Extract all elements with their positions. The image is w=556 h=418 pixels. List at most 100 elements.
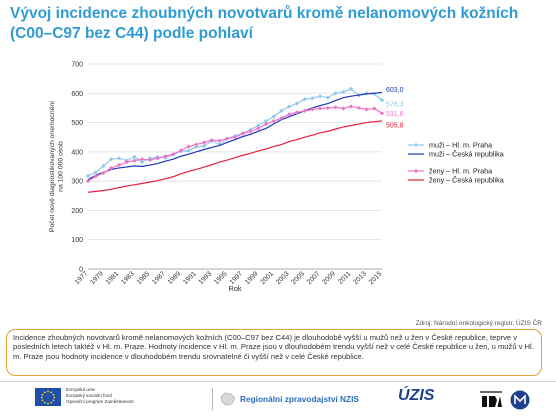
data-point [287,104,292,109]
data-point [194,144,199,149]
x-tick-label: 2005 [290,270,306,286]
data-point [85,179,91,184]
data-point [341,89,346,94]
data-point [294,110,299,115]
data-point [178,148,183,153]
x-tick-label: 2001 [259,270,275,286]
nzis-label: Regionální zpravodajství NZIS [240,394,359,404]
data-point [232,135,238,140]
series-end-label: 603,0 [386,87,404,94]
footer-divider [212,388,213,410]
description-box: Incidence zhoubných novotvarů kromě nela… [6,329,542,376]
data-point [217,138,222,143]
y-tick-label: 300 [71,179,83,186]
data-point [248,129,253,134]
legend-label: muži – Česká republika [429,150,504,159]
data-point [163,154,168,159]
y-tick-label: 200 [71,208,83,215]
data-point [124,160,129,165]
x-tick-label: 1979 [89,270,105,286]
data-point [364,107,369,112]
data-point [372,106,377,111]
page-title: Vývoj incidence zhoubných novotvarů krom… [10,5,519,42]
uzis-logo: ÚZIS [398,387,434,405]
data-point [271,114,276,119]
x-tick-label: 1981 [105,270,121,286]
y-tick-label: 400 [71,149,83,156]
data-point [256,126,261,131]
series-end-label: 531,6 [386,111,404,118]
series-end-label: 576,3 [386,102,404,109]
y-axis-title: Počet nově diagnostikovaných onemocnění n… [49,101,65,232]
data-point [109,165,114,171]
data-point [132,158,137,163]
series-line [87,105,383,182]
eu-line-3: Operační program Zaměstnanost [66,399,134,404]
data-point [140,160,145,165]
y-tick-label: 600 [71,91,83,98]
data-point [209,138,214,143]
data-point [318,94,323,99]
series-line [87,120,383,193]
data-point [201,140,207,145]
data-point [116,156,122,161]
data-point [356,105,361,111]
iba-logo-icon [478,388,504,410]
eu-flag-logo [35,388,61,406]
data-point [333,91,338,96]
data-point [93,170,98,175]
data-point [194,142,199,147]
series-end-label: 505,8 [386,122,404,129]
legend-label: ženy – Hl. m. Praha [429,167,492,176]
data-point [85,173,91,178]
series-line [87,91,383,181]
data-point [379,111,385,116]
series-line [87,88,383,177]
x-tick-label: 1987 [151,270,167,286]
data-point [341,106,346,111]
nzis-map-icon [220,392,236,406]
data-point [279,116,284,121]
legend-label: muži – Hl. m. Praha [429,141,492,150]
x-tick-label: 1985 [136,270,152,286]
data-point [132,154,137,159]
x-tick-label: 1977 [74,270,90,286]
data-point [287,112,292,117]
x-tick-label: 1993 [198,270,214,286]
y-tick-label: 700 [71,62,83,69]
data-point [310,96,315,101]
legend-marker [413,142,419,148]
x-tick-label: 2009 [321,270,337,286]
data-point [318,106,323,111]
data-point [201,143,207,149]
data-point [271,119,276,124]
x-tick-label: 2013 [352,270,368,286]
x-tick-label: 2007 [306,270,322,286]
data-point [263,119,269,124]
footer-bar: Evropská unie Evropský sociální fond Ope… [0,381,556,418]
y-tick-label: 500 [71,120,83,127]
data-point [279,108,284,113]
data-point [186,144,191,149]
data-point [302,97,307,102]
data-point [93,174,98,179]
source-note: Zdroj: Národní onkologický registr, ÚZIS… [415,320,542,327]
data-point [101,163,106,169]
legend-marker [413,168,419,174]
data-point [302,108,307,113]
data-point [240,131,245,136]
data-point [101,170,106,176]
data-point [116,162,122,168]
y-tick-label: 100 [71,237,83,244]
data-point [171,152,176,157]
x-tick-label: 1991 [182,270,198,286]
data-point [325,105,330,111]
y-tick-label: 0 [79,267,83,274]
x-tick-label: 2011 [337,270,352,285]
data-point [294,101,299,106]
mu-crest-icon [510,390,530,410]
x-tick-label: 1995 [213,270,229,286]
data-point [310,107,315,112]
uzis-logo-text: ÚZIS [398,387,435,404]
